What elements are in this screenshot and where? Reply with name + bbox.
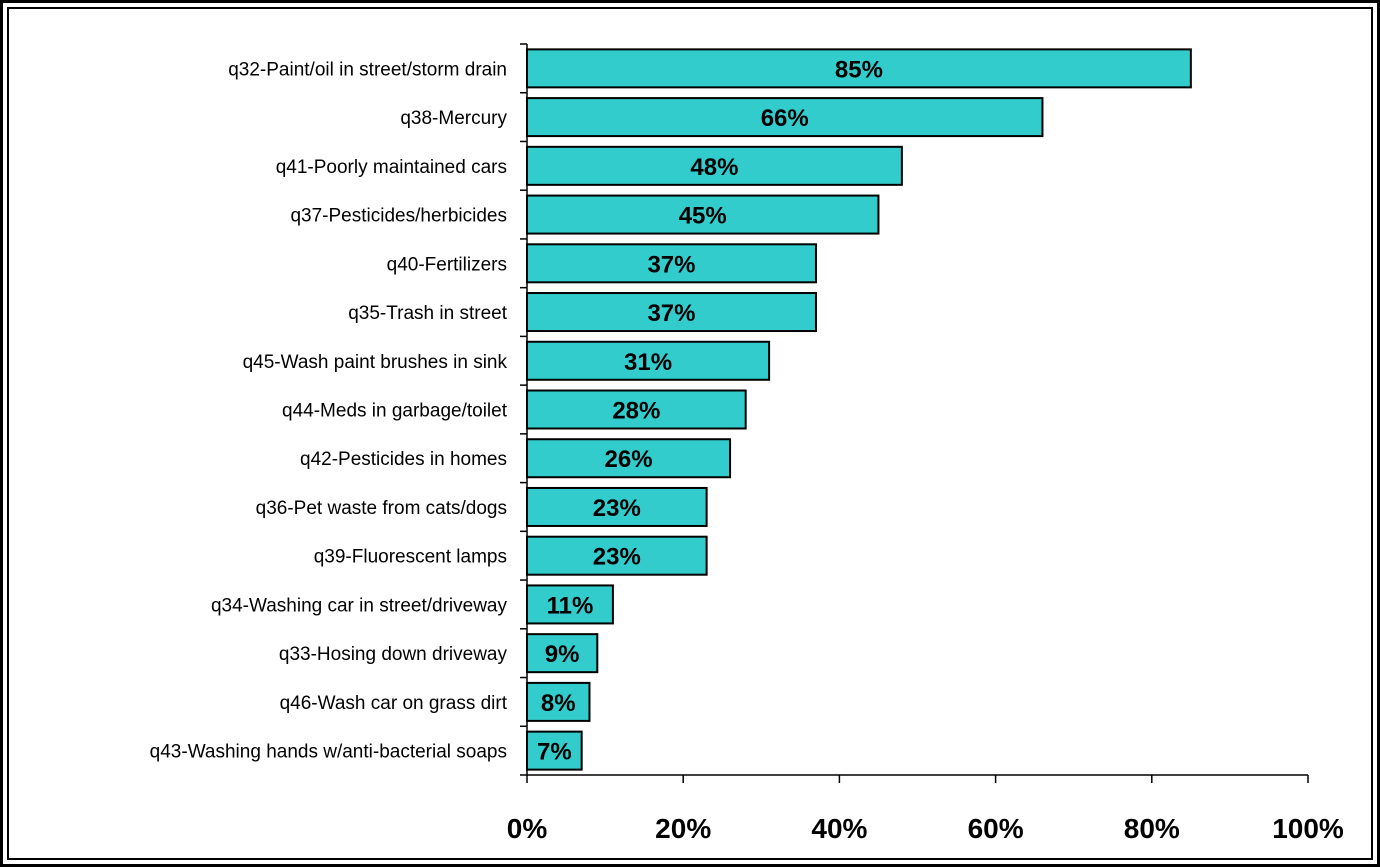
bar: [526, 145, 903, 186]
bar-value-label: 85%: [835, 56, 883, 83]
bar: [526, 194, 880, 235]
bar: [526, 633, 599, 674]
x-tick-label: 20%: [655, 813, 711, 844]
bar-value-label: 37%: [647, 300, 695, 327]
category-label: q44-Meds in garbage/toilet: [282, 401, 508, 422]
category-label: q39-Fluorescent lamps: [314, 547, 507, 568]
bar-value-label: 23%: [593, 495, 641, 522]
bar-value-label: 66%: [761, 105, 809, 132]
bar: [526, 438, 732, 479]
bar-value-label: 28%: [612, 398, 660, 425]
x-tick-label: 0%: [507, 813, 548, 844]
bar: [526, 389, 747, 430]
bar-value-label: 9%: [545, 641, 580, 668]
inner-frame: [7, 7, 1373, 860]
bar: [526, 730, 583, 771]
category-label: q36-Pet waste from cats/dogs: [256, 498, 507, 519]
category-label: q32-Paint/oil in street/storm drain: [228, 59, 507, 80]
bar: [526, 292, 817, 333]
bar-value-label: 7%: [537, 739, 572, 766]
category-label: q35-Trash in street: [348, 303, 507, 324]
bar: [526, 535, 708, 576]
x-tick-label: 80%: [1124, 813, 1180, 844]
bar-value-label: 31%: [624, 349, 672, 376]
labels-layer: 85% q32-Paint/oil in street/storm drain 66…: [150, 56, 1344, 844]
category-label: q41-Poorly maintained cars: [276, 157, 507, 178]
category-label: q42-Pesticides in homes: [300, 449, 507, 470]
x-tick-label: 60%: [968, 813, 1024, 844]
category-label: q43-Washing hands w/anti-bacterial soaps: [150, 742, 507, 763]
category-label: q40-Fertilizers: [387, 254, 507, 275]
bar-value-label: 48%: [690, 154, 738, 181]
bar-value-label: 26%: [605, 446, 653, 473]
category-label: q45-Wash paint brushes in sink: [243, 352, 508, 373]
bar: [526, 48, 1192, 89]
category-label: q33-Hosing down driveway: [279, 644, 508, 665]
bar: [526, 340, 771, 381]
bar-value-label: 37%: [647, 251, 695, 278]
bar-value-label: 8%: [541, 690, 576, 717]
x-tick-label: 40%: [811, 813, 867, 844]
category-label: q46-Wash car on grass dirt: [280, 693, 508, 714]
bar-value-label: 11%: [547, 592, 594, 619]
axis-layer: [520, 43, 1309, 783]
x-tick-label: 100%: [1272, 813, 1344, 844]
bar-value-label: 23%: [593, 544, 641, 571]
category-label: q34-Washing car in street/driveway: [211, 595, 508, 616]
category-label: q37-Pesticides/herbicides: [290, 206, 507, 227]
bar: [526, 681, 591, 722]
bars-layer: [526, 48, 1192, 771]
bar-value-label: 45%: [679, 203, 727, 230]
category-label: q38-Mercury: [400, 108, 507, 129]
